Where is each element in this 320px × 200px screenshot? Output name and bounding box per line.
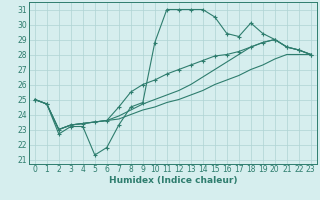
X-axis label: Humidex (Indice chaleur): Humidex (Indice chaleur) bbox=[108, 176, 237, 185]
